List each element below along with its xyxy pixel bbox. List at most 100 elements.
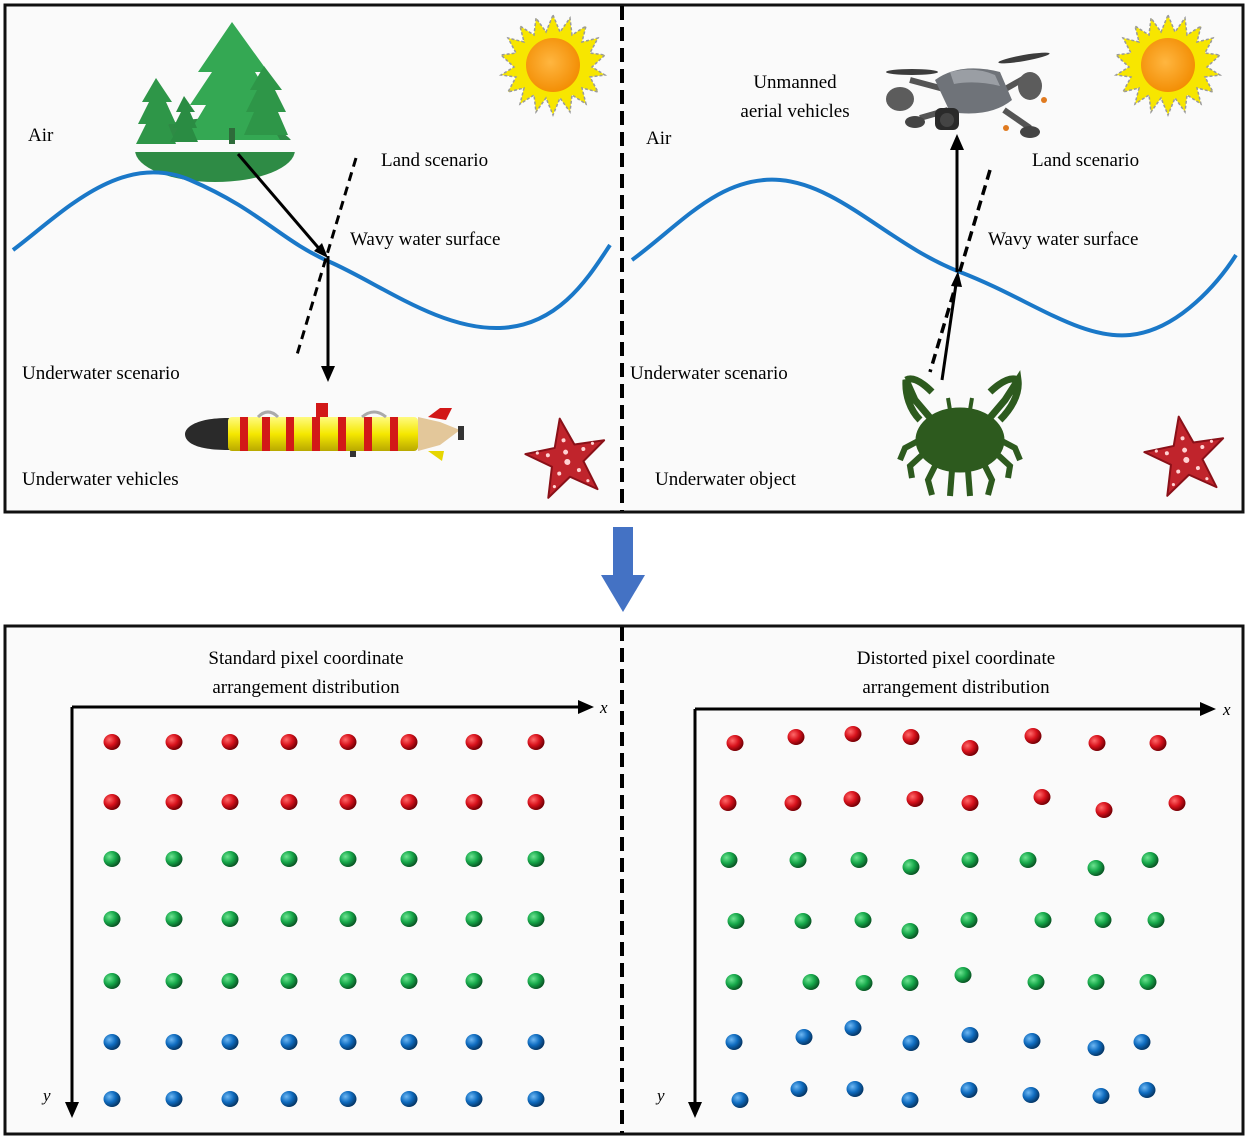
green-dot [1087, 860, 1105, 876]
red-dot [719, 795, 737, 811]
blue-dot [1087, 1040, 1105, 1056]
green-dot [725, 974, 743, 990]
x-axis-label: x [1222, 700, 1231, 719]
water-wave-icon [630, 177, 1238, 338]
underwater-scenario-label: Underwater scenario [22, 363, 180, 384]
refracted-ray [940, 283, 958, 381]
blue-dot [960, 1082, 978, 1098]
green-dot [165, 851, 183, 867]
green-dot [221, 851, 239, 867]
blue-dot [400, 1034, 418, 1050]
green-dot [280, 973, 298, 989]
green-dot [802, 974, 820, 990]
green-dot [280, 851, 298, 867]
green-dot [103, 973, 121, 989]
red-dot [843, 791, 861, 807]
red-dot [465, 794, 483, 810]
red-dot [527, 794, 545, 810]
green-dot [789, 852, 807, 868]
green-dot [1087, 974, 1105, 990]
green-dot [1027, 974, 1045, 990]
red-dot [280, 794, 298, 810]
blue-dot [846, 1081, 864, 1097]
red-dot [221, 794, 239, 810]
green-dot [1139, 974, 1157, 990]
red-dot [165, 794, 183, 810]
blue-dot [165, 1091, 183, 1107]
green-dot [103, 911, 121, 927]
blue-dot [400, 1091, 418, 1107]
y-axis-label: y [41, 1086, 51, 1105]
red-dot [961, 740, 979, 756]
blue-dot [901, 1092, 919, 1108]
distorted-dot-grid [719, 726, 1186, 1108]
water-surface-label: Wavy water surface [350, 229, 500, 250]
standard-title-line1: Standard pixel coordinate [208, 648, 403, 669]
distorted-title-line2: arrangement distribution [862, 677, 1050, 698]
land-scenario-label: Land scenario [381, 150, 488, 171]
uav-label-line1: Unmanned [753, 72, 837, 93]
air-label: Air [28, 125, 54, 146]
red-dot [726, 735, 744, 751]
underwater-vehicles-label: Underwater vehicles [22, 469, 179, 490]
blue-dot [527, 1091, 545, 1107]
blue-dot [1022, 1087, 1040, 1103]
green-dot [727, 913, 745, 929]
red-dot [1033, 789, 1051, 805]
red-dot [961, 795, 979, 811]
red-dot [527, 734, 545, 750]
underwater-object-label: Underwater object [655, 469, 797, 490]
green-dot [165, 973, 183, 989]
green-dot [1034, 912, 1052, 928]
air-label: Air [646, 128, 672, 149]
green-dot [720, 852, 738, 868]
blue-dot [731, 1092, 749, 1108]
blue-dot [339, 1091, 357, 1107]
red-dot [902, 729, 920, 745]
blue-dot [280, 1091, 298, 1107]
green-dot [339, 973, 357, 989]
red-dot [339, 794, 357, 810]
uav-label-line2: aerial vehicles [740, 101, 849, 122]
water-surface-label: Wavy water surface [988, 229, 1138, 250]
green-dot [465, 973, 483, 989]
blue-dot [902, 1035, 920, 1051]
green-dot [901, 923, 919, 939]
land-scenario-label: Land scenario [1032, 150, 1139, 171]
green-dot [339, 851, 357, 867]
green-dot [103, 851, 121, 867]
green-dot [961, 852, 979, 868]
green-dot [400, 851, 418, 867]
green-dot [960, 912, 978, 928]
green-dot [1147, 912, 1165, 928]
distorted-title-line1: Distorted pixel coordinate [857, 648, 1055, 669]
red-dot [1149, 735, 1167, 751]
blue-dot [221, 1091, 239, 1107]
blue-dot [103, 1091, 121, 1107]
down-arrow-icon [601, 527, 645, 612]
red-dot [787, 729, 805, 745]
crab-icon [897, 370, 1023, 497]
red-dot [103, 734, 121, 750]
green-dot [527, 973, 545, 989]
green-dot [465, 911, 483, 927]
blue-dot [465, 1034, 483, 1050]
green-dot [165, 911, 183, 927]
blue-dot [280, 1034, 298, 1050]
trees-icon [135, 22, 295, 182]
red-dot [1024, 728, 1042, 744]
red-dot [784, 795, 802, 811]
green-dot [465, 851, 483, 867]
auv-icon [185, 403, 464, 461]
green-dot [221, 973, 239, 989]
blue-dot [790, 1081, 808, 1097]
blue-dot [165, 1034, 183, 1050]
green-dot [339, 911, 357, 927]
blue-dot [1138, 1082, 1156, 1098]
underwater-scenario-label: Underwater scenario [630, 363, 788, 384]
arrow-head [321, 366, 335, 382]
red-dot [1168, 795, 1186, 811]
blue-dot [844, 1020, 862, 1036]
red-dot [906, 791, 924, 807]
